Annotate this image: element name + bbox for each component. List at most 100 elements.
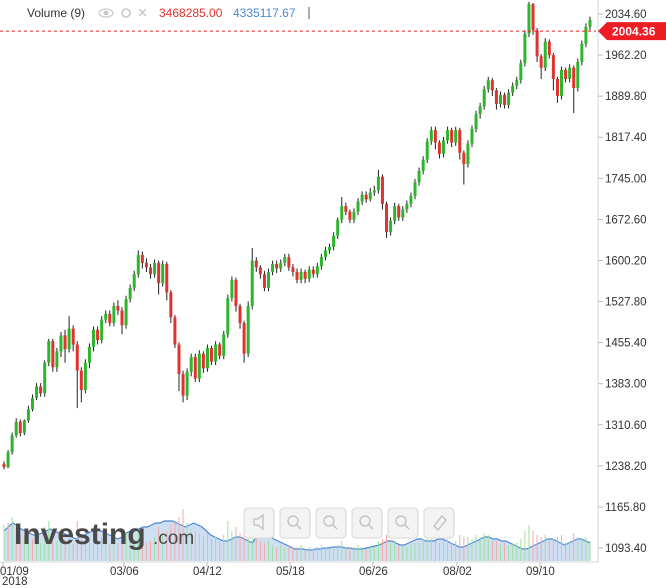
candle: [153, 259, 157, 278]
volume-bar: [7, 523, 9, 561]
volume-bar: [459, 535, 461, 561]
volume-bar: [93, 531, 95, 561]
candle-body: [433, 130, 437, 143]
candle-body: [67, 328, 71, 350]
volume-bar: [129, 537, 131, 561]
candle: [238, 303, 242, 329]
candle: [389, 217, 393, 236]
candle-body: [336, 219, 340, 236]
last-price-value: 2004.36: [612, 25, 656, 39]
candle-body: [108, 313, 112, 323]
volume-bar: [19, 535, 21, 561]
candle-body: [2, 463, 6, 468]
candle: [2, 461, 6, 470]
volume-bar: [430, 539, 432, 561]
volume-bar: [316, 547, 318, 561]
candle: [39, 383, 43, 397]
candle: [214, 341, 218, 365]
reset-icon[interactable]: [423, 507, 455, 539]
zoom-in-icon[interactable]: [279, 507, 311, 539]
logo-text: Investing: [14, 518, 146, 551]
volume-bar: [80, 535, 82, 561]
volume-bar: [540, 537, 542, 561]
volume-bar: [585, 537, 587, 561]
candle-body: [96, 329, 100, 341]
time-tick-label: 04/12: [193, 566, 222, 578]
speaker-icon[interactable]: [243, 507, 275, 539]
candle: [348, 209, 352, 224]
candle-body: [352, 211, 356, 220]
candle-body: [478, 106, 482, 115]
volume-bar: [377, 541, 379, 561]
candle: [336, 217, 340, 240]
candle: [87, 343, 91, 369]
volume-bar: [288, 545, 290, 561]
candle-body: [283, 257, 287, 263]
candle-body: [100, 319, 104, 341]
candle: [551, 52, 555, 91]
candle-body: [437, 142, 441, 154]
candle: [112, 302, 116, 327]
volume-bar: [97, 543, 99, 561]
candle-body: [389, 220, 393, 233]
volume-bar: [308, 547, 310, 561]
candle-body: [287, 257, 291, 268]
candle: [26, 405, 30, 423]
candle: [572, 65, 576, 114]
candle-body: [417, 170, 421, 183]
volume-bar: [304, 549, 306, 561]
volume-bar: [414, 543, 416, 561]
candle-body: [267, 271, 271, 288]
candle: [136, 250, 140, 278]
candle: [83, 359, 87, 394]
volume-bar: [215, 537, 217, 561]
candle-body: [535, 30, 539, 57]
volume-bar: [186, 523, 188, 561]
candle: [51, 338, 55, 372]
candle: [462, 150, 466, 185]
zoom-out-icon[interactable]: [315, 507, 347, 539]
settings-icon[interactable]: [121, 8, 131, 18]
candle: [385, 201, 389, 238]
volume-bar: [516, 543, 518, 561]
candle: [425, 138, 429, 163]
close-icon[interactable]: [138, 8, 147, 17]
volume-bar: [398, 545, 400, 561]
candle-body: [405, 203, 409, 210]
eye-icon[interactable]: [98, 8, 114, 18]
candle-body: [429, 130, 433, 142]
candle: [185, 368, 189, 401]
volume-bar: [255, 539, 257, 561]
volume-bar: [276, 547, 278, 561]
volume-bar: [455, 541, 457, 561]
candle: [470, 125, 474, 148]
candle-body: [344, 206, 348, 212]
candle-body: [397, 206, 401, 218]
candle: [140, 251, 144, 269]
candle-body: [193, 357, 197, 379]
candle-body: [222, 334, 226, 356]
candle: [413, 178, 417, 200]
candle-body: [144, 262, 148, 268]
candle: [59, 332, 63, 358]
scroll-right-icon[interactable]: [387, 507, 419, 539]
volume-bar: [292, 547, 294, 561]
candle: [478, 102, 482, 119]
candle-body: [254, 260, 258, 268]
volume-bar: [361, 547, 363, 561]
candle: [43, 360, 47, 397]
candle-body: [401, 209, 405, 218]
scroll-left-icon[interactable]: [351, 507, 383, 539]
volume-bar: [40, 543, 42, 561]
volume-bar: [369, 547, 371, 561]
candle-body: [503, 94, 507, 106]
candle-body: [136, 254, 140, 275]
volume-bar: [552, 539, 554, 561]
candle: [230, 276, 234, 302]
volume-bar: [105, 541, 107, 561]
time-tick-label: 09/10: [526, 566, 555, 578]
volume-bar: [154, 537, 156, 561]
candle: [242, 320, 246, 363]
